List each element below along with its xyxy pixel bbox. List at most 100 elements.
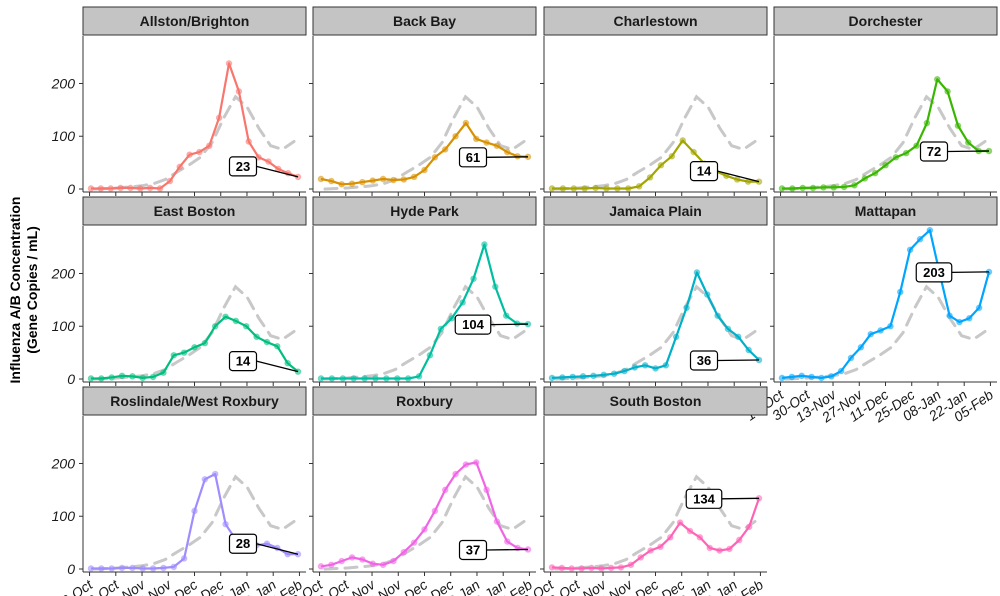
latest-value-badge	[458, 147, 488, 168]
data-point	[799, 184, 807, 192]
data-point	[820, 184, 827, 191]
data-point	[160, 564, 167, 572]
series-line	[320, 461, 529, 568]
data-point	[180, 555, 188, 562]
data-point	[614, 185, 621, 192]
data-point	[877, 327, 884, 334]
reference-dashed-line	[93, 94, 296, 191]
y-axis-title-line-2: (Gene Copies / mL)	[24, 226, 40, 354]
data-point	[372, 375, 379, 382]
data-point	[657, 543, 664, 551]
data-point	[808, 373, 815, 381]
data-point	[462, 119, 470, 127]
label-leader-line	[490, 323, 529, 326]
data-point	[472, 135, 480, 143]
panel-strip	[312, 386, 537, 416]
data-point	[242, 322, 250, 330]
latest-value-badge	[228, 351, 258, 372]
data-point	[361, 375, 368, 382]
label-leader-line	[717, 359, 760, 362]
data-point	[232, 317, 240, 325]
data-point	[191, 344, 198, 351]
y-tick-label: 200	[51, 265, 76, 281]
data-point	[170, 351, 178, 359]
panel-title: South Boston	[610, 393, 702, 409]
reference-dashed-line	[784, 284, 987, 381]
data-point	[379, 175, 387, 183]
latest-value-label: 36	[697, 353, 711, 368]
data-point	[493, 142, 501, 150]
panel-title: Mattapan	[855, 203, 916, 219]
data-point	[390, 176, 397, 184]
panel-east-boston: East Boston 0 100 200 14	[51, 196, 307, 387]
data-point	[735, 536, 743, 544]
data-point	[600, 371, 608, 379]
data-point	[166, 177, 174, 185]
panel-roslindale-west-roxbury: Roslindale/West Roxbury010020016-Oct30-O…	[51, 386, 307, 596]
label-leader-line	[256, 165, 299, 178]
data-point	[676, 519, 684, 526]
data-point	[87, 565, 95, 572]
data-point	[493, 518, 501, 525]
data-point	[871, 169, 879, 177]
data-point	[621, 367, 628, 375]
data-point	[559, 374, 566, 381]
data-point	[635, 183, 643, 190]
panel-strip	[312, 6, 537, 36]
label-leader-line	[486, 156, 529, 158]
data-point	[108, 374, 115, 381]
data-point	[253, 333, 260, 341]
data-point	[788, 373, 796, 381]
data-point	[726, 545, 733, 553]
data-point	[328, 561, 335, 569]
data-point	[390, 557, 397, 565]
data-point	[328, 177, 335, 185]
data-point	[317, 563, 325, 570]
latest-value-badge	[689, 161, 719, 182]
data-point	[624, 185, 632, 192]
panel-strip	[543, 6, 768, 36]
data-point	[818, 374, 825, 382]
data-point	[683, 304, 690, 312]
data-point	[410, 539, 418, 546]
data-point	[569, 373, 577, 381]
series-line	[91, 472, 298, 570]
panel-title: Charlestown	[613, 13, 697, 29]
data-point	[369, 560, 377, 568]
data-point	[452, 132, 459, 140]
panel-strip	[82, 6, 307, 36]
data-point	[548, 185, 556, 192]
panel-title: Roxbury	[396, 393, 453, 409]
data-point	[944, 88, 951, 95]
panel-title: Jamaica Plain	[609, 203, 702, 219]
data-point	[778, 374, 786, 382]
data-point	[339, 375, 347, 382]
series-line	[321, 243, 529, 380]
panel-jamaica-plain: Jamaica Plain 36	[540, 196, 768, 386]
data-point	[837, 367, 845, 375]
data-point	[830, 184, 838, 191]
panel-charlestown: Charlestown 14	[540, 6, 768, 196]
data-point	[222, 313, 229, 321]
data-point	[693, 269, 701, 276]
data-point	[118, 564, 126, 572]
label-leader-line	[951, 271, 990, 274]
data-point	[235, 88, 243, 95]
panel-allston-brighton: Allston/Brighton 0 100 200 23	[51, 6, 307, 197]
reference-dashed-line	[93, 284, 296, 381]
data-point	[896, 288, 904, 296]
data-point	[117, 184, 124, 192]
data-point	[946, 312, 953, 319]
data-point	[170, 563, 178, 571]
data-point	[568, 565, 576, 572]
data-point	[686, 527, 694, 535]
data-point	[840, 183, 848, 191]
data-point	[274, 342, 281, 350]
data-point	[472, 459, 480, 466]
data-point	[196, 148, 203, 156]
data-point	[926, 226, 934, 234]
latest-value-label: 14	[697, 164, 712, 179]
data-point	[441, 486, 449, 494]
data-point	[431, 154, 439, 161]
data-point	[211, 322, 219, 330]
